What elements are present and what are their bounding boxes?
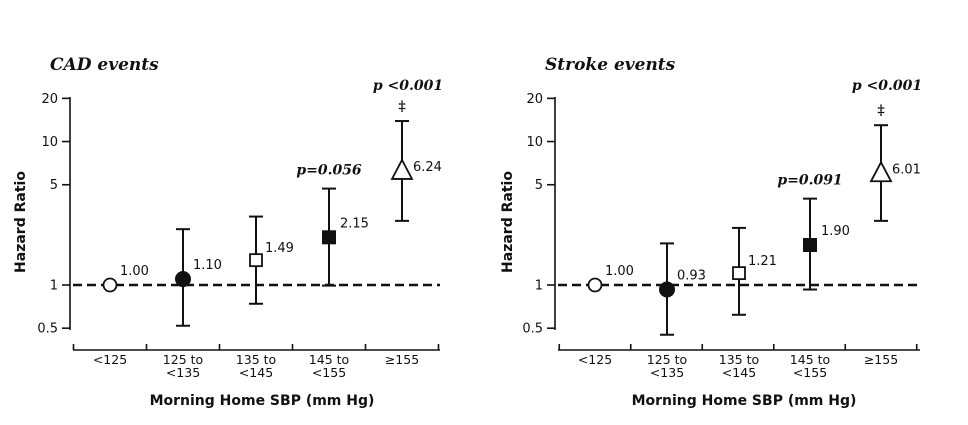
- data-point: [175, 271, 191, 288]
- y-tick-label: 1: [50, 279, 58, 294]
- data-point: [803, 238, 817, 253]
- data-point: [390, 157, 414, 180]
- annotation: p=0.056: [296, 163, 362, 179]
- x-tick-label: <145: [722, 365, 756, 380]
- annotation: p <0.001: [373, 78, 443, 94]
- data-label: 1.90: [821, 224, 850, 239]
- y-tick-label: 20: [526, 92, 543, 107]
- chart-panel-1: CAD events 0.5 1 5 10 20 Hazard Ratio <125 125 t…: [13, 55, 443, 409]
- x-tick-label: 125 to: [647, 352, 687, 367]
- x-axis-label: Morning Home SBP (mm Hg): [150, 393, 375, 409]
- data-label: 2.15: [340, 216, 369, 231]
- x-tick-label: 145 to: [309, 352, 349, 367]
- x-tick-label: <135: [650, 365, 684, 380]
- data-point: [102, 277, 118, 293]
- x-tick-label: <145: [239, 365, 273, 380]
- x-tick-label: 125 to: [163, 352, 203, 367]
- y-axis-label: Hazard Ratio: [500, 171, 516, 273]
- data-label: 6.01: [892, 162, 921, 177]
- y-tick-label: 0.5: [37, 322, 58, 337]
- x-tick-label: <155: [793, 365, 827, 380]
- data-label: 1.21: [748, 254, 777, 269]
- data-label: 1.00: [120, 264, 149, 279]
- y-axis-label: Hazard Ratio: [13, 171, 29, 273]
- x-tick-label: <135: [166, 365, 200, 380]
- chart-panel-2: Stroke events 0.5 1 5 10 20 Hazard Ratio <125 12…: [500, 55, 922, 409]
- y-tick-label: 20: [41, 92, 58, 107]
- x-tick-label: <125: [93, 352, 127, 367]
- chart-title: CAD events: [50, 55, 159, 75]
- annotation: p <0.001: [852, 78, 922, 94]
- annotation: p=0.091: [777, 173, 842, 189]
- x-axis-label: Morning Home SBP (mm Hg): [632, 393, 857, 409]
- data-point: [322, 230, 336, 245]
- y-tick-label: 1: [535, 279, 543, 294]
- y-tick-label: 10: [41, 135, 58, 150]
- x-tick-label: <125: [578, 352, 612, 367]
- x-tick-label: <155: [312, 365, 346, 380]
- x-tick-label: 145 to: [790, 352, 830, 367]
- data-point: [659, 281, 675, 298]
- x-tick-label: ≥155: [864, 352, 898, 367]
- data-label: 1.10: [193, 258, 222, 273]
- x-tick-label: 135 to: [236, 352, 276, 367]
- y-tick-label: 10: [526, 135, 543, 150]
- y-tick-label: 5: [50, 178, 58, 193]
- x-tick-label: 135 to: [719, 352, 759, 367]
- data-point: [249, 253, 263, 268]
- data-point: [732, 266, 746, 281]
- data-label: 0.93: [677, 269, 706, 284]
- annotation: ‡: [398, 99, 405, 115]
- x-tick-label: ≥155: [385, 352, 419, 367]
- chart-title: Stroke events: [545, 55, 676, 75]
- data-label: 6.24: [413, 160, 442, 175]
- data-label: 1.00: [605, 264, 634, 279]
- data-point: [869, 160, 893, 183]
- data-label: 1.49: [265, 241, 294, 256]
- y-tick-label: 0.5: [522, 322, 543, 337]
- y-tick-label: 5: [535, 178, 543, 193]
- data-point: [587, 277, 603, 293]
- annotation: ‡: [877, 103, 884, 119]
